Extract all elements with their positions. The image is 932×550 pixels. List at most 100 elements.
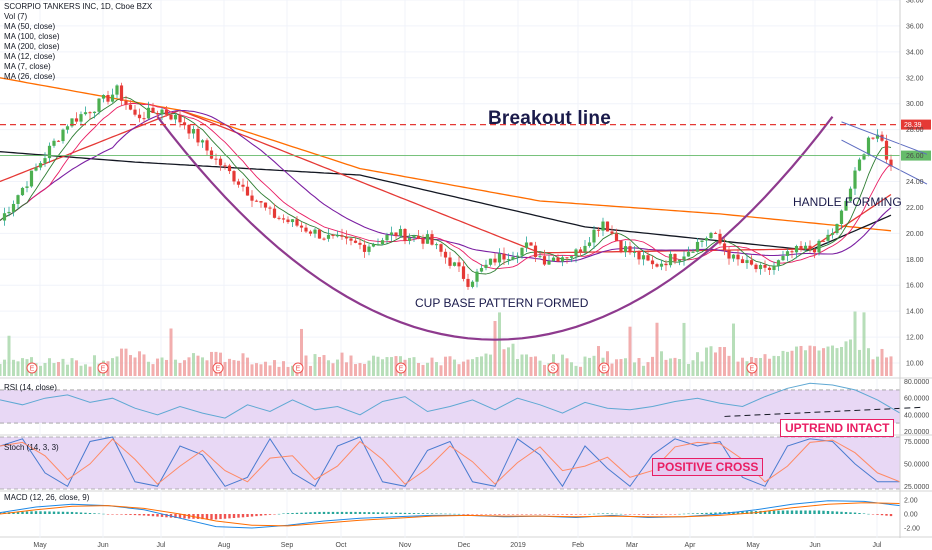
candle-body <box>871 137 875 139</box>
rsi-tick-label: 40.0000 <box>904 412 929 419</box>
macd-histogram-bar <box>286 513 290 514</box>
breakout-annotation: Breakout line <box>488 108 611 129</box>
macd-histogram-bar <box>21 511 24 514</box>
macd-histogram-bar <box>237 514 240 518</box>
candle-body <box>79 114 83 122</box>
volume-bar <box>192 353 195 376</box>
candle-body <box>668 253 673 266</box>
macd-histogram-bar <box>417 513 420 514</box>
volume-bar <box>826 346 830 376</box>
volume-bar <box>669 358 672 376</box>
macd-histogram-bar <box>385 512 389 514</box>
volume-bar <box>241 353 245 376</box>
macd-histogram-bar <box>174 514 177 518</box>
x-tick-label: 2019 <box>510 542 526 549</box>
macd-histogram-bar <box>124 514 128 515</box>
volume-bars <box>0 311 893 376</box>
macd-histogram-bar <box>25 511 29 514</box>
volume-bar <box>43 362 47 376</box>
macd-histogram-bar <box>93 513 96 514</box>
candle-body <box>839 210 844 224</box>
candle-body <box>677 259 682 262</box>
event-marker <box>746 362 758 374</box>
candle-body <box>547 260 551 265</box>
volume-bar <box>336 359 339 376</box>
candle-body <box>619 240 623 253</box>
macd-histogram-bar <box>718 512 722 514</box>
candle-body <box>812 249 817 253</box>
event-marker-label: E <box>296 366 301 373</box>
volume-bar <box>3 359 6 376</box>
volume-bar <box>705 347 708 376</box>
candle-body <box>398 228 403 237</box>
candle-body <box>808 245 812 250</box>
uptrend-annotation: UPTREND INTACT <box>780 419 895 437</box>
volume-bar <box>619 359 623 376</box>
volume-bar <box>583 356 587 376</box>
candle-body <box>196 129 200 143</box>
candle-body <box>439 244 443 252</box>
breakout-price-label: 28.39 <box>904 122 922 129</box>
y-tick-label: 36.00 <box>906 23 924 30</box>
candle-body <box>821 240 826 242</box>
event-marker-label: S <box>551 366 556 373</box>
candle-body <box>115 85 119 95</box>
macd-histogram-bar <box>462 514 465 515</box>
candle-body <box>88 112 92 114</box>
macd-histogram-bar <box>133 514 137 516</box>
volume-bar <box>529 356 533 376</box>
candle-body <box>718 233 722 244</box>
macd-histogram-bar <box>678 513 681 515</box>
macd-histogram-bar <box>768 510 771 514</box>
volume-bar <box>592 355 596 376</box>
macd-histogram-bar <box>781 510 785 514</box>
macd-histogram-bar <box>345 511 348 514</box>
macd-histogram-bar <box>232 514 236 519</box>
volume-bar <box>511 343 515 376</box>
candle-body <box>56 140 61 142</box>
macd-histogram-bar <box>529 514 533 515</box>
candle-body <box>817 240 821 253</box>
volume-bar <box>817 350 821 376</box>
x-tick-label: Feb <box>572 542 584 549</box>
volume-bar <box>412 357 416 376</box>
volume-bar <box>507 347 510 376</box>
candle-body <box>565 257 569 259</box>
macd-histogram-bar <box>808 510 812 514</box>
volume-bar <box>439 365 443 376</box>
volume-bar <box>340 352 344 376</box>
macd-histogram-bar <box>691 513 695 514</box>
volume-bar <box>457 364 461 376</box>
candle-body <box>34 167 38 171</box>
candle-body <box>43 158 47 164</box>
macd-histogram-bar <box>34 511 38 514</box>
macd-histogram-bar <box>336 511 339 514</box>
volume-bar <box>430 357 434 376</box>
volume-bar <box>291 365 294 376</box>
volume-bar <box>538 360 542 376</box>
candle-body <box>686 251 691 257</box>
candle-body <box>506 259 511 261</box>
macd-histogram-bar <box>696 513 699 514</box>
volume-bar <box>169 328 173 376</box>
candle-body <box>70 118 74 127</box>
candle-body <box>200 140 205 143</box>
volume-bar <box>727 355 731 376</box>
macd-histogram-bar <box>471 514 474 515</box>
macd-histogram-bar <box>502 514 506 515</box>
x-tick-label: Jun <box>809 542 820 549</box>
x-tick-label: Jul <box>157 542 166 549</box>
volume-bar <box>732 323 735 376</box>
candle-body <box>394 232 398 237</box>
candle-body <box>763 264 767 268</box>
macd-histogram-bar <box>313 512 317 514</box>
candle-body <box>209 150 214 159</box>
candle-body <box>776 260 781 266</box>
volume-bar <box>313 354 317 376</box>
candle-body <box>848 188 853 201</box>
macd-histogram-bar <box>543 514 546 515</box>
candle-body <box>308 231 313 234</box>
macd-histogram-bar <box>102 513 105 515</box>
candle-body <box>353 240 358 243</box>
